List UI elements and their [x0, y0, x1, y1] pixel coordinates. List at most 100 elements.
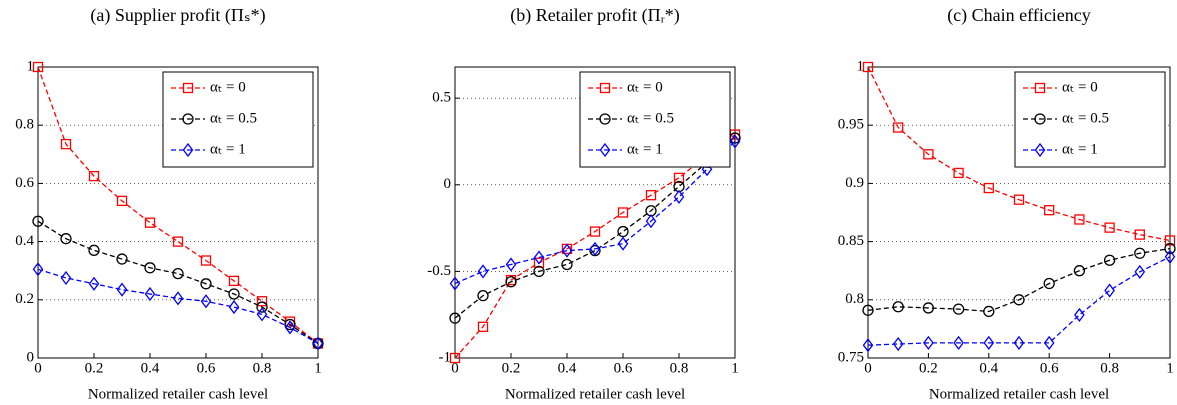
- x-tick-label: 0.6: [614, 360, 633, 376]
- marker: [1013, 194, 1025, 205]
- marker: [1013, 294, 1025, 306]
- marker: [1073, 265, 1086, 277]
- marker: [449, 352, 461, 364]
- marker: [953, 167, 964, 179]
- marker: [983, 335, 995, 350]
- series-line: [454, 141, 736, 285]
- marker: [1164, 235, 1176, 246]
- marker: [1043, 335, 1055, 350]
- y-tick-label: 0.8: [845, 291, 864, 307]
- marker: [1103, 254, 1116, 266]
- marker: [983, 182, 994, 194]
- marker: [256, 296, 268, 307]
- marker: [952, 303, 965, 315]
- y-tick-label: -1: [439, 349, 452, 365]
- legend-label: αₜ = 0: [210, 79, 246, 95]
- marker: [144, 262, 156, 274]
- marker: [172, 267, 184, 280]
- marker: [617, 236, 629, 251]
- x-tick-label: 1: [314, 360, 322, 376]
- y-tick-label: 0.5: [432, 90, 451, 106]
- x-tick-label: 0.8: [670, 360, 689, 376]
- x-tick-label: 0.6: [197, 360, 216, 376]
- legend-label: αₜ = 0: [627, 79, 663, 95]
- plot-frame: [37, 66, 319, 359]
- legend-label: αₜ = 1: [1062, 141, 1098, 157]
- marker: [477, 289, 489, 302]
- marker: [673, 172, 685, 184]
- x-tick-label: 0.4: [141, 360, 160, 376]
- marker: [953, 335, 964, 350]
- marker: [1074, 307, 1085, 323]
- marker: [533, 250, 545, 265]
- marker: [116, 282, 128, 297]
- marker: [256, 307, 268, 322]
- marker: [505, 257, 517, 272]
- x-tick-label: 1: [731, 360, 739, 376]
- marker: [617, 225, 629, 238]
- marker: [599, 113, 611, 125]
- legend-label: αₜ = 1: [210, 141, 246, 157]
- marker: [88, 170, 100, 182]
- x-tick-label: 0.4: [979, 360, 998, 376]
- x-tick-label: 0.8: [253, 360, 272, 376]
- series-line: [454, 137, 736, 319]
- marker: [729, 134, 741, 149]
- marker: [60, 270, 72, 286]
- marker: [561, 243, 573, 258]
- legend-label: αₜ = 0.5: [1062, 110, 1109, 126]
- marker: [983, 305, 995, 318]
- marker: [182, 142, 194, 158]
- marker: [172, 291, 184, 306]
- y-tick-label: 0: [444, 176, 452, 192]
- series-line: [867, 247, 1171, 313]
- y-tick-label: 0.9: [845, 175, 864, 191]
- marker: [88, 276, 100, 291]
- marker: [449, 276, 461, 291]
- y-tick-label: 0: [27, 349, 35, 365]
- marker: [228, 299, 240, 315]
- marker: [923, 335, 934, 350]
- series-line: [454, 134, 736, 359]
- marker: [893, 122, 904, 133]
- legend-label: αₜ = 0.5: [210, 110, 257, 126]
- x-tick-label: 0: [34, 360, 42, 376]
- marker: [1034, 82, 1046, 94]
- legend-label: αₜ = 1: [627, 141, 663, 157]
- marker: [892, 301, 904, 313]
- legend-label: αₜ = 0: [1062, 79, 1098, 95]
- series-line: [37, 268, 319, 345]
- marker: [862, 304, 874, 316]
- marker: [589, 226, 601, 237]
- x-tick-label: 0: [451, 360, 459, 376]
- y-tick-label: 0.8: [15, 117, 34, 133]
- plot-frame: [867, 66, 1171, 359]
- x-tick-label: 0.6: [1040, 360, 1059, 376]
- marker: [60, 138, 72, 150]
- marker: [312, 336, 324, 351]
- marker: [1043, 277, 1055, 290]
- marker: [1044, 205, 1055, 216]
- marker: [617, 207, 629, 218]
- marker: [1134, 247, 1146, 259]
- y-tick-label: 1: [27, 58, 35, 74]
- series-line: [867, 66, 1171, 242]
- x-tick-label: 0.8: [1100, 360, 1119, 376]
- chart-title: (b) Retailer profit (Πᵣ*): [510, 5, 680, 26]
- chart-title: (c) Chain efficiency: [947, 5, 1091, 26]
- x-tick-label: 0.4: [558, 360, 577, 376]
- plot-frame: [454, 66, 736, 359]
- marker: [477, 321, 489, 332]
- y-tick-label: 0.95: [838, 117, 864, 133]
- marker: [892, 336, 904, 352]
- y-tick-label: 0.6: [15, 175, 34, 191]
- marker: [533, 265, 545, 278]
- y-tick-label: 1: [857, 58, 865, 74]
- marker: [477, 264, 489, 279]
- y-tick-label: 0.4: [15, 233, 34, 249]
- marker: [116, 253, 128, 265]
- marker: [533, 257, 545, 268]
- x-axis-label: Normalized retailer cash level: [88, 386, 268, 402]
- marker: [88, 244, 100, 256]
